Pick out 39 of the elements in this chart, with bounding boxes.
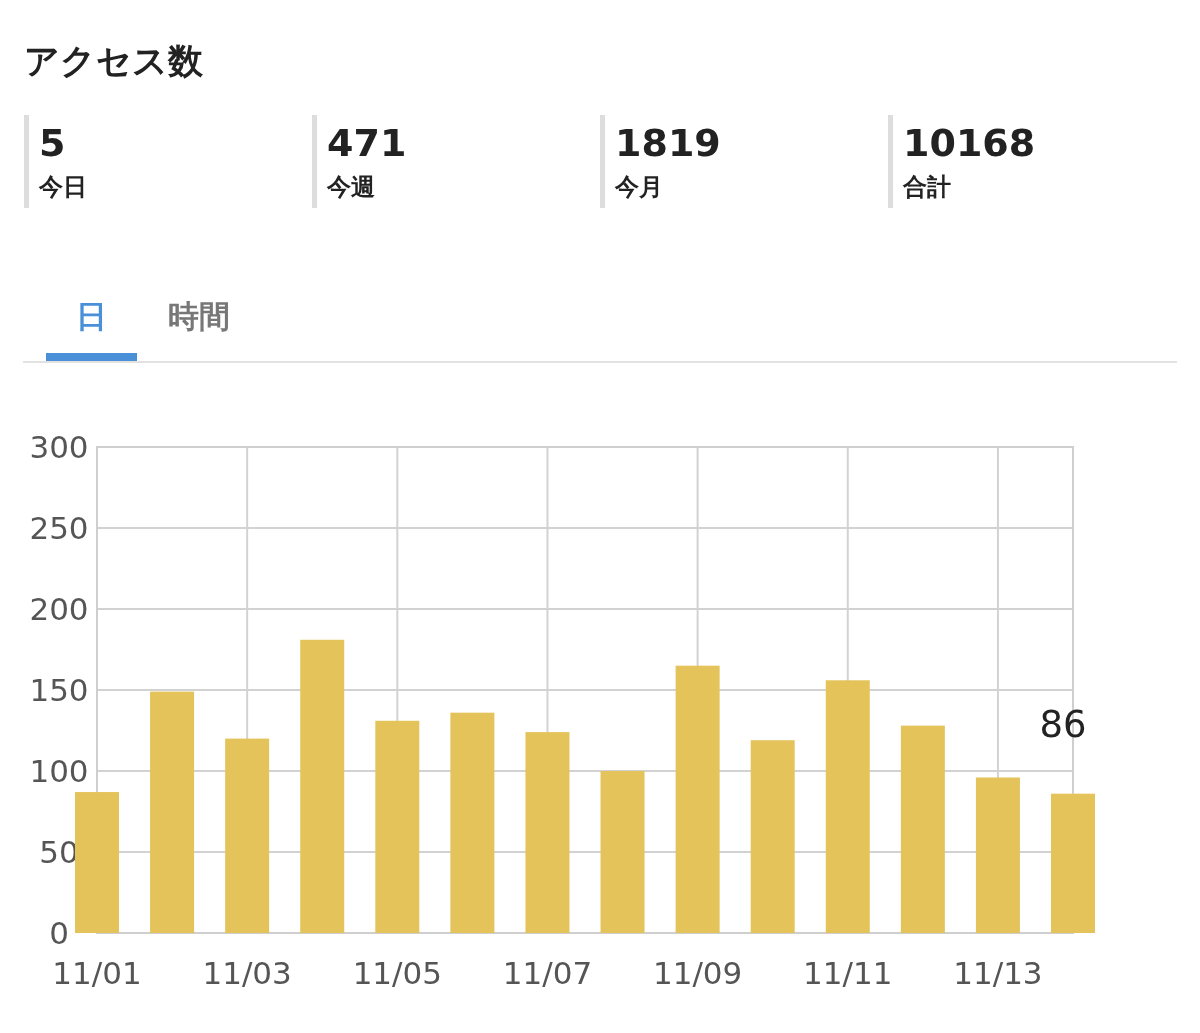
y-tick-label: 300	[29, 429, 89, 465]
y-tick-label: 0	[49, 915, 69, 951]
text: 合計	[902, 173, 951, 201]
bar	[600, 771, 645, 933]
text: アクセス数	[24, 41, 204, 81]
bar	[75, 792, 119, 933]
x-tick-label: 11/11	[803, 955, 893, 991]
bar	[825, 680, 870, 933]
bar	[1051, 793, 1095, 933]
bar	[150, 691, 195, 933]
x-tick-label: 11/01	[52, 955, 142, 991]
x-tick-label: 11/09	[652, 955, 743, 991]
bar	[525, 732, 570, 933]
bar	[375, 720, 420, 933]
x-tick-label: 11/05	[352, 955, 442, 991]
text: 今週	[326, 173, 375, 201]
bar	[900, 725, 945, 933]
text: 時間	[168, 298, 230, 334]
text: 471	[327, 121, 407, 165]
bar	[750, 740, 795, 933]
x-tick-label: 11/07	[502, 955, 593, 991]
y-tick-label: 200	[29, 591, 89, 627]
y-tick-label: 250	[29, 510, 89, 546]
text: 日	[75, 298, 107, 334]
bar	[300, 639, 345, 933]
text: 5	[39, 121, 66, 165]
text: 1819	[615, 121, 721, 165]
x-tick-label: 11/03	[202, 955, 292, 991]
text: 10168	[903, 121, 1036, 165]
text: 今月	[614, 173, 663, 201]
bar	[225, 738, 270, 933]
bar	[975, 777, 1020, 933]
data-label: 86	[1039, 702, 1087, 746]
y-tick-label: 150	[29, 672, 89, 708]
bar	[450, 712, 495, 933]
text: 今日	[38, 173, 87, 201]
x-tick-label: 11/13	[953, 955, 1043, 991]
y-tick-label: 100	[29, 753, 89, 789]
bar	[675, 665, 720, 933]
